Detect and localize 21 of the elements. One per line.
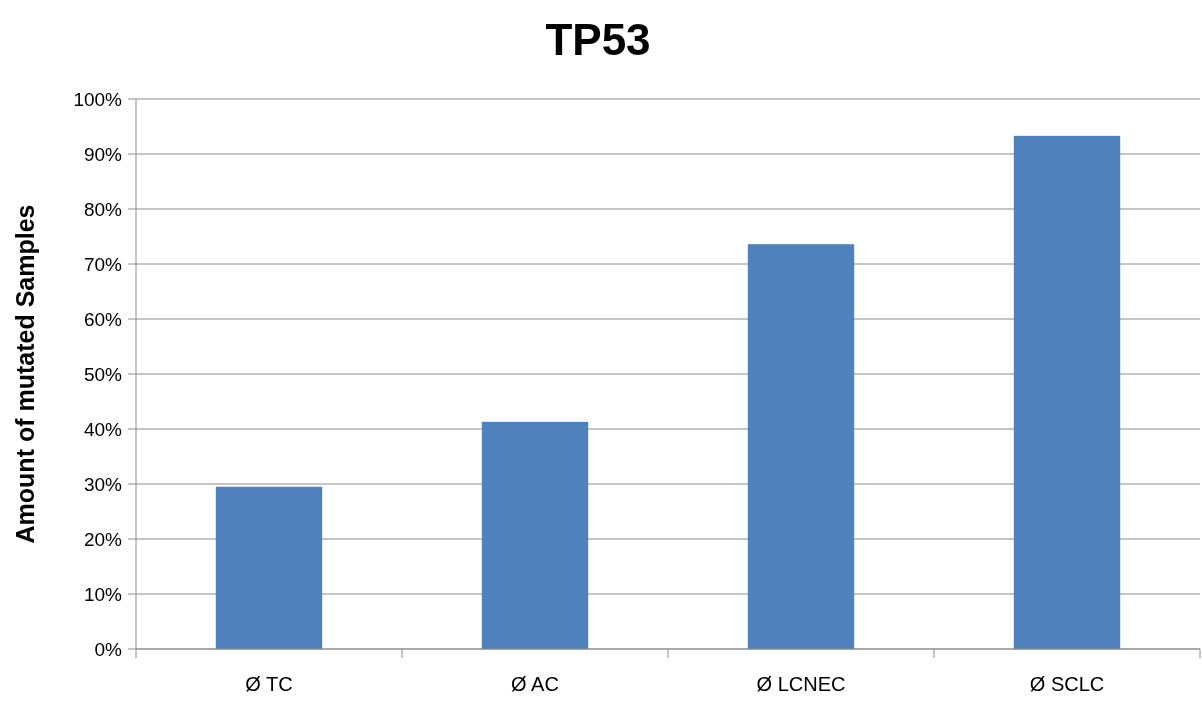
x-tick-label: Ø AC — [511, 673, 559, 695]
y-tick-label: 50% — [83, 363, 123, 385]
y-tick-label: 20% — [83, 528, 123, 550]
y-axis-title: Amount of mutated Samples — [11, 204, 39, 544]
y-tick-label: 0% — [94, 638, 123, 660]
bar — [747, 244, 855, 649]
x-tick-label: Ø SCLC — [1029, 673, 1105, 695]
y-tick-label: 10% — [83, 583, 123, 605]
y-tick-label: 70% — [83, 253, 123, 275]
bar — [481, 421, 589, 649]
y-tick-label: 100% — [73, 88, 123, 110]
bar — [215, 486, 323, 649]
y-tick-label: 40% — [83, 418, 123, 440]
y-tick-label: 30% — [83, 473, 123, 495]
bar — [1013, 135, 1121, 649]
y-tick-label: 60% — [83, 308, 123, 330]
y-tick-label: 80% — [83, 198, 123, 220]
x-tick-label: Ø TC — [245, 673, 293, 695]
y-tick-label: 90% — [83, 143, 123, 165]
chart-title: TP53 — [545, 15, 651, 64]
x-tick-label: Ø LCNEC — [756, 673, 846, 695]
